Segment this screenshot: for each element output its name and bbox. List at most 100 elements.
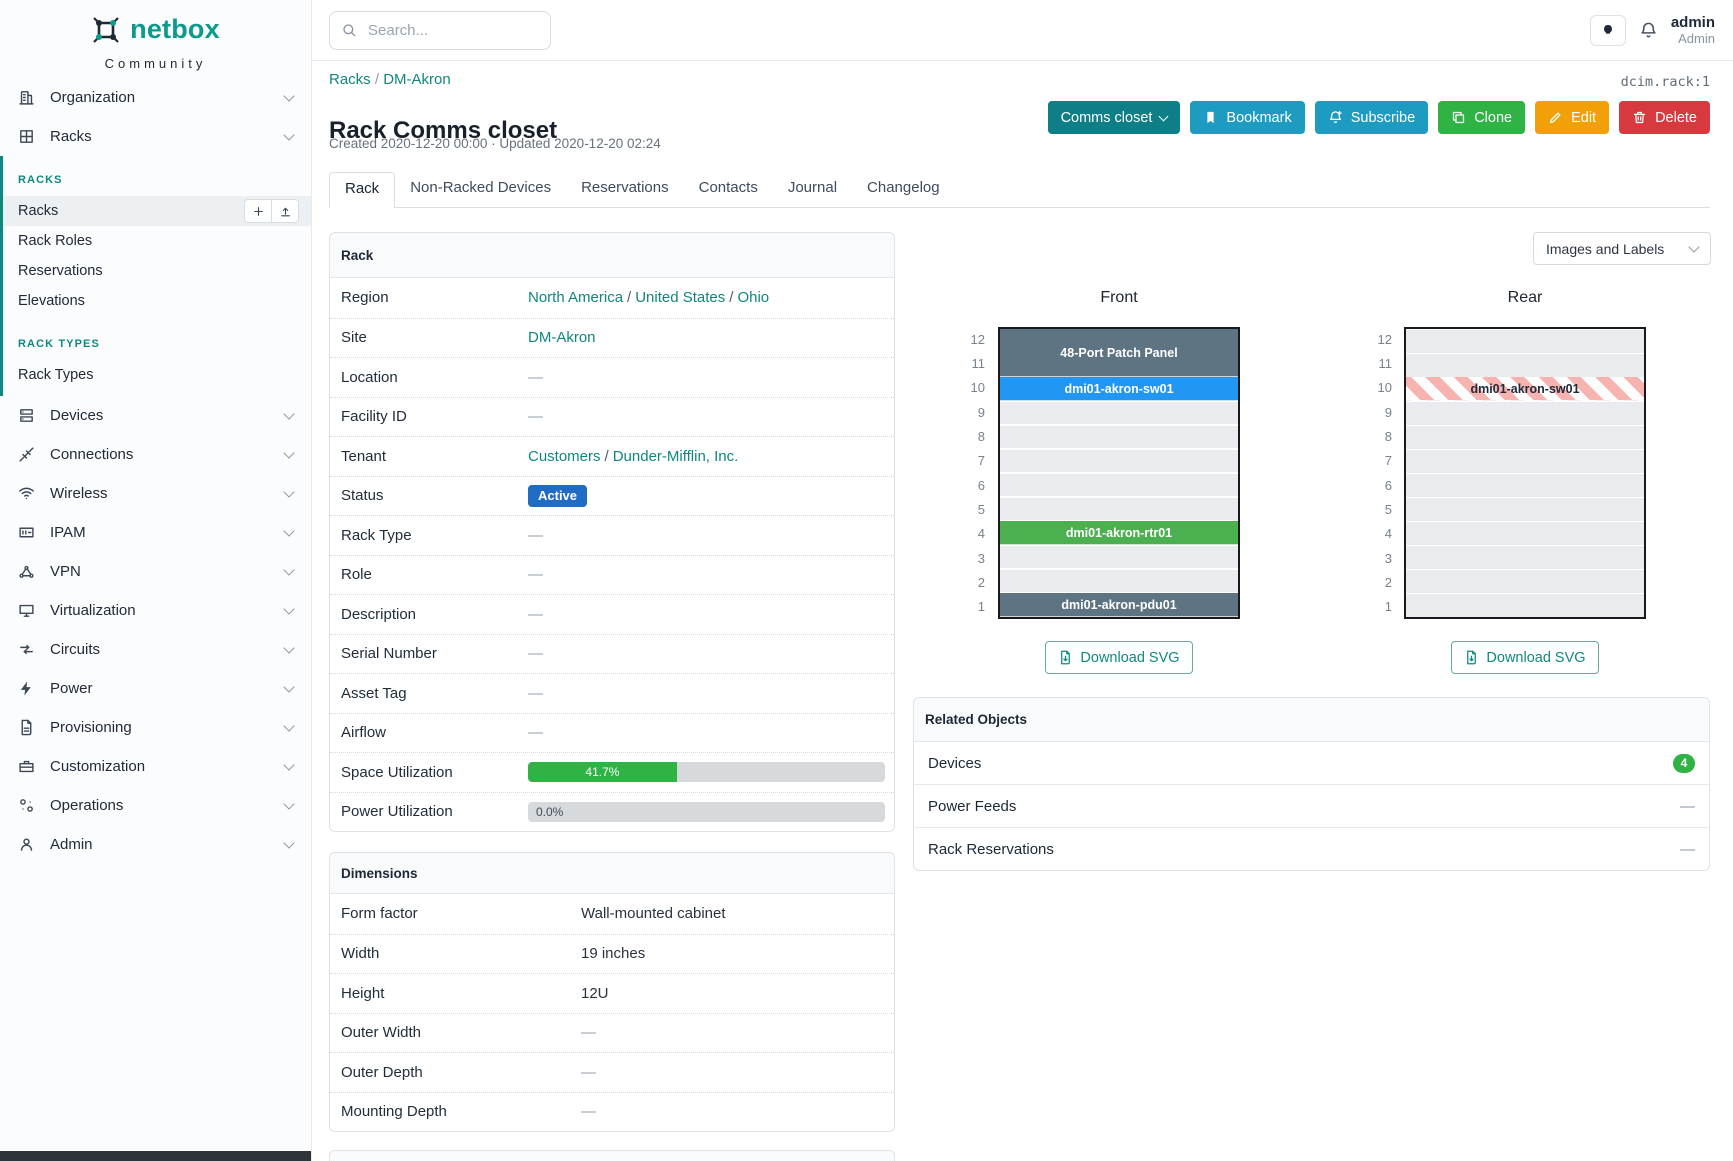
- sidebar-item-ipam[interactable]: IPAM: [0, 513, 311, 552]
- value-link[interactable]: Customers: [528, 447, 601, 465]
- rack-unit-empty[interactable]: [1000, 474, 1238, 496]
- value-link[interactable]: DM-Akron: [528, 329, 596, 347]
- empty-value-dash: —: [528, 566, 543, 584]
- rack-unit-empty[interactable]: [1406, 545, 1644, 569]
- tab-contacts[interactable]: Contacts: [698, 179, 758, 196]
- rack-unit-empty[interactable]: [1000, 570, 1238, 592]
- page-meta: Created 2020-12-20 00:00 · Updated 2020-…: [329, 136, 661, 151]
- user-menu[interactable]: admin Admin: [1671, 14, 1715, 46]
- field-label: Form factor: [341, 905, 418, 923]
- tab-journal[interactable]: Journal: [787, 179, 838, 196]
- rack-unit-empty[interactable]: [1406, 473, 1644, 497]
- sidebar-item-rack-types[interactable]: Rack Types: [3, 360, 311, 390]
- sidebar-item-label: Racks: [50, 128, 92, 145]
- unit-number: 11: [971, 355, 986, 371]
- bookmark-button[interactable]: Bookmark: [1190, 101, 1305, 134]
- building-icon: [18, 89, 35, 106]
- bell-plus-icon: [1328, 110, 1343, 125]
- count-badge[interactable]: 4: [1673, 753, 1695, 773]
- rack-unit-empty[interactable]: [1000, 450, 1238, 472]
- tab-reservations[interactable]: Reservations: [581, 179, 669, 196]
- rack-device[interactable]: dmi01-akron-pdu01: [1000, 593, 1238, 617]
- ipam-icon: [18, 524, 35, 541]
- rack-unit-empty[interactable]: [1406, 593, 1644, 617]
- pencil-icon: [1548, 110, 1563, 125]
- sidebar-item-connections[interactable]: Connections: [0, 435, 311, 474]
- breadcrumb-site-link[interactable]: DM-Akron: [383, 71, 451, 88]
- field-label: Tenant: [341, 447, 387, 465]
- sidebar-item-label: Customization: [50, 758, 146, 775]
- rack-unit-empty[interactable]: [1406, 401, 1644, 425]
- rack-panel-title: Rack: [330, 233, 894, 278]
- value-link[interactable]: Dunder-Mifflin, Inc.: [612, 447, 739, 465]
- delete-button[interactable]: Delete: [1619, 101, 1710, 134]
- sidebar-item-reservations[interactable]: Reservations: [3, 256, 311, 286]
- sidebar-item-operations[interactable]: Operations: [0, 786, 311, 825]
- sidebar-item-provisioning[interactable]: Provisioning: [0, 708, 311, 747]
- rack-unit-empty[interactable]: [1406, 449, 1644, 473]
- virtualization-icon: [18, 602, 35, 619]
- unit-number: 10: [1377, 380, 1392, 396]
- elevation-view-select[interactable]: Images and Labels: [1533, 232, 1711, 265]
- notifications-bell-icon[interactable]: [1639, 21, 1658, 40]
- next-panel-sliver: [329, 1150, 895, 1161]
- power-icon: [18, 680, 35, 697]
- clone-button[interactable]: Clone: [1438, 101, 1526, 134]
- sidebar-item-vpn[interactable]: VPN: [0, 552, 311, 591]
- value-link[interactable]: United States: [635, 289, 726, 307]
- import-button[interactable]: [271, 200, 298, 222]
- sidebar-item-customization[interactable]: Customization: [0, 747, 311, 786]
- search-input[interactable]: [329, 11, 551, 50]
- unit-number: 8: [977, 428, 985, 444]
- rack-device[interactable]: dmi01-akron-rtr01: [1000, 521, 1238, 545]
- rack-unit-empty[interactable]: [1000, 426, 1238, 448]
- rear-download-svg-button[interactable]: Download SVG: [1451, 641, 1599, 674]
- page-title: Rack Comms closet: [329, 117, 558, 145]
- action-buttons: Comms closet Bookmark Subscribe Clone Edit De…: [1047, 101, 1710, 134]
- related-object-label[interactable]: Devices: [928, 754, 982, 772]
- rack-unit-empty[interactable]: [1000, 402, 1238, 424]
- sidebar-item-rack-roles[interactable]: Rack Roles: [3, 226, 311, 256]
- sidebar-item-virtualization[interactable]: Virtualization: [0, 591, 311, 630]
- value-link[interactable]: Ohio: [737, 289, 770, 307]
- rack-device[interactable]: dmi01-akron-sw01: [1000, 377, 1238, 401]
- circuits-icon: [18, 641, 35, 658]
- sidebar-item-organization[interactable]: Organization: [0, 78, 311, 117]
- sidebar-item-power[interactable]: Power: [0, 669, 311, 708]
- sidebar-item-racks[interactable]: Racks: [0, 117, 311, 156]
- chevron-down-icon: [283, 128, 295, 141]
- dimension-row: Height 12U: [330, 973, 894, 1013]
- subscribe-button[interactable]: Subscribe: [1314, 101, 1429, 134]
- user-role: Admin: [1678, 30, 1715, 46]
- rack-unit-empty[interactable]: [1406, 497, 1644, 521]
- rack-unit-empty[interactable]: [1406, 521, 1644, 545]
- unit-number: 5: [1384, 501, 1392, 517]
- sidebar-item-circuits[interactable]: Circuits: [0, 630, 311, 669]
- rack-unit-empty[interactable]: [1406, 425, 1644, 449]
- edit-button[interactable]: Edit: [1535, 101, 1610, 134]
- rack-unit-empty[interactable]: [1000, 498, 1238, 520]
- theme-toggle-button[interactable]: [1589, 15, 1626, 46]
- tab-non-racked-devices[interactable]: Non-Racked Devices: [410, 179, 552, 196]
- tab-changelog[interactable]: Changelog: [867, 179, 940, 196]
- sidebar-item-devices[interactable]: Devices: [0, 396, 311, 435]
- sidebar-item-wireless[interactable]: Wireless: [0, 474, 311, 513]
- rack-device[interactable]: dmi01-akron-sw01: [1406, 377, 1644, 401]
- breadcrumb-racks-link[interactable]: Racks: [329, 71, 371, 88]
- status-badge: Active: [528, 484, 588, 507]
- sidebar-item-admin[interactable]: Admin: [0, 825, 311, 864]
- rack-unit-empty[interactable]: [1406, 329, 1644, 353]
- rack-device[interactable]: 48-Port Patch Panel: [1000, 329, 1238, 377]
- sidebar-item-elevations[interactable]: Elevations: [3, 286, 311, 316]
- value-link[interactable]: North America: [528, 289, 624, 307]
- tab-rack[interactable]: Rack: [329, 172, 396, 208]
- netbox-logo[interactable]: netbox: [0, 14, 311, 45]
- rack-unit-empty[interactable]: [1000, 546, 1238, 568]
- rack-unit-empty[interactable]: [1406, 569, 1644, 593]
- comms-closet-button[interactable]: Comms closet: [1047, 101, 1181, 134]
- add-button[interactable]: [245, 200, 271, 222]
- front-download-svg-button[interactable]: Download SVG: [1045, 641, 1193, 674]
- rack-unit-empty[interactable]: [1406, 353, 1644, 377]
- sidebar-item-racks[interactable]: Racks: [3, 196, 311, 226]
- sidebar-section-header-racks: RACKS: [18, 174, 63, 186]
